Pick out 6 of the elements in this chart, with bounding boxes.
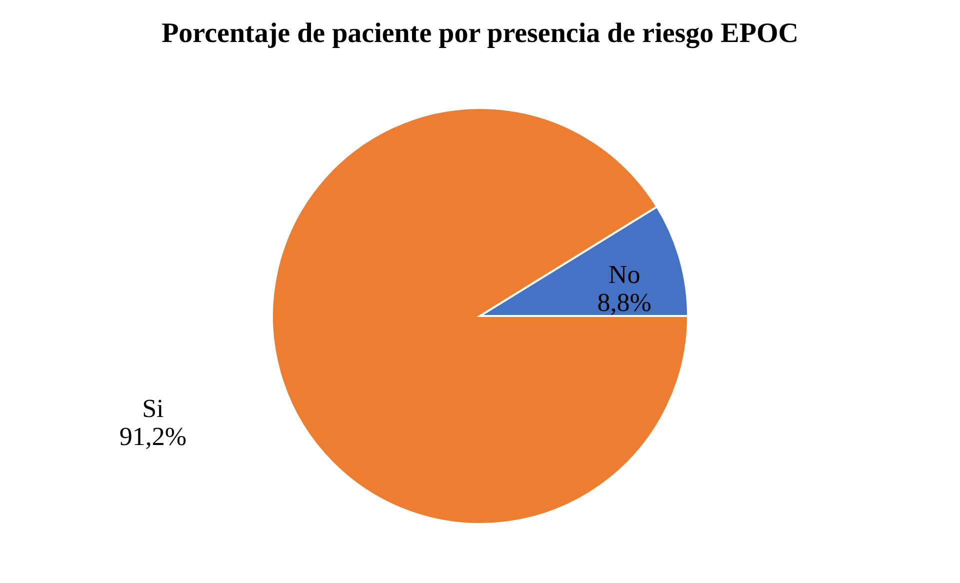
pie-slice xyxy=(271,107,689,525)
chart-title: Porcentaje de paciente por presencia de riesgo EPOC xyxy=(162,18,798,49)
slice-label: Si xyxy=(142,394,164,423)
data-label: 91,2% xyxy=(119,422,186,451)
slice-label: No xyxy=(608,260,640,290)
data-label: 8,8% xyxy=(597,288,652,318)
